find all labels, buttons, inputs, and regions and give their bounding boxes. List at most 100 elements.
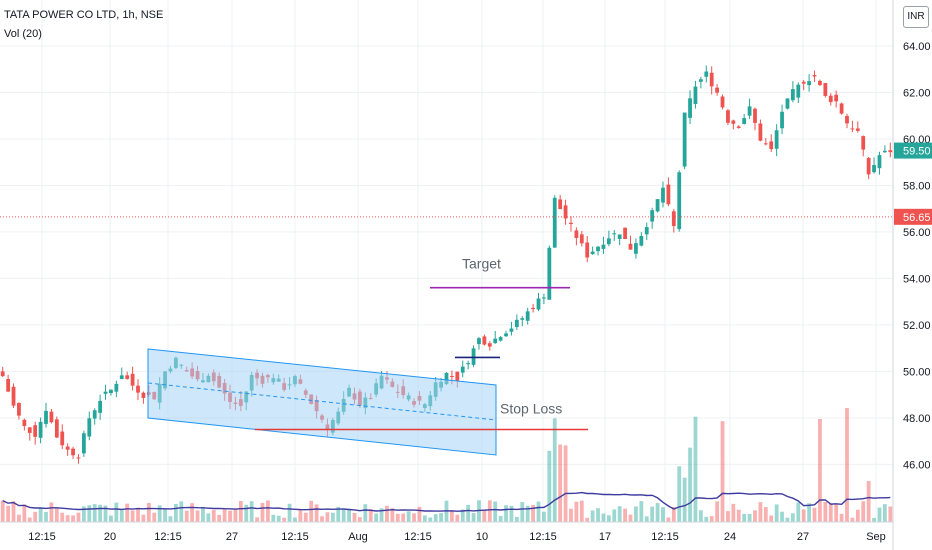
volume-bar [395,513,400,522]
volume-bar [606,515,611,522]
time-axis[interactable]: 12:15 20 12:15 27 12:15 Aug 12:15 10 12:15 17 12:1… [0,521,893,543]
volume-bar [109,515,113,522]
volume-bar [428,517,433,522]
volume-bar [579,500,584,522]
candle-body [514,319,519,328]
volume-bar [238,501,243,522]
volume-bar [698,510,703,522]
volume-bar [823,501,828,522]
time-tick: 12:15 [651,531,679,543]
candle-body [130,373,135,386]
candle-body [455,371,460,381]
volume-bar [87,505,92,522]
volume-bar [498,515,503,522]
volume-bar [406,511,411,522]
volume-bar [850,517,855,522]
volume-bar [525,505,530,522]
volume-bar [341,508,346,522]
volume-bar [255,517,259,522]
drawings[interactable]: Target Stop Loss [0,216,893,456]
volume-bar [303,512,308,522]
volume-bar [190,503,195,522]
candle-body [504,333,508,337]
volume-bar [309,500,314,522]
candle-body [552,197,557,248]
volume-bar [796,502,801,522]
candle-body [33,425,38,437]
volume-bar [758,502,763,522]
candle-body [103,391,108,394]
time-tick: 10 [476,531,488,543]
volume-bar [688,447,692,522]
candle-body [628,243,633,250]
time-tick: 24 [724,531,736,543]
candle-body [509,328,514,332]
candle-body [444,372,449,385]
candle-body [109,389,113,394]
price-tick: 54.00 [903,273,931,285]
volume-bar [531,504,535,522]
volume-bar [320,516,324,522]
candle-body [27,427,32,433]
volume-bar [184,510,189,522]
volume-bar [336,506,341,522]
candle-body [87,418,92,437]
candle-body [606,238,611,245]
volume-bar [547,450,552,522]
candle-body [119,375,124,380]
marker-price-badge: 56.65 [903,212,931,224]
candle-body [477,338,481,345]
candle-body [877,155,882,169]
volume-bar [612,509,617,522]
price-tick: 62.00 [903,87,931,99]
volume-indicator-label[interactable]: Vol (20) [4,28,42,40]
price-tick: 56.00 [903,227,931,239]
volume-bar [671,507,676,522]
volume-bar [433,514,438,522]
candle-body [114,383,119,392]
volume-bar [736,509,741,522]
chart-grid [0,0,893,522]
volume-bar [628,514,633,522]
volume-bar [590,510,595,522]
candle-body [671,211,676,227]
volume-bar [65,515,70,522]
candle-body [753,108,757,123]
currency-badge[interactable]: INR [903,6,929,28]
volume-bar [731,503,736,522]
candle-body [563,205,568,219]
volume-bar [726,511,730,522]
volume-bar [623,508,627,522]
candle-body [677,172,682,230]
volume-bar [287,503,292,522]
volume-bar [422,515,427,522]
volume-bar [877,507,882,522]
volume-bar [119,508,124,522]
volume-bar [715,501,720,522]
stop-loss-label: Stop Loss [500,401,562,417]
volume-bar [574,501,579,522]
volume-bar [466,504,471,522]
candle-body [98,400,103,413]
candle-body [38,421,43,438]
candle-body [493,338,498,344]
symbol-title: TATA POWER CO LTD, 1h, NSE [4,9,164,21]
candle-body [693,86,698,104]
volume-bar [450,510,454,522]
volume-bar [179,501,184,522]
candle-body [726,110,730,123]
volume-bar [763,507,768,522]
channel-midline [147,382,497,421]
volume-bar [168,516,173,522]
price-axis[interactable]: 46.0048.0050.0052.0054.0056.0058.0060.00… [892,0,932,550]
volume-bar [455,514,460,522]
candle-body [536,298,541,310]
price-tick: 46.00 [903,459,931,471]
candle-body [590,251,595,255]
time-tick: 12:15 [154,531,182,543]
volume-bar [6,505,11,522]
candle-body [558,199,563,210]
candle-body [828,95,833,103]
volume-bar [542,511,546,522]
